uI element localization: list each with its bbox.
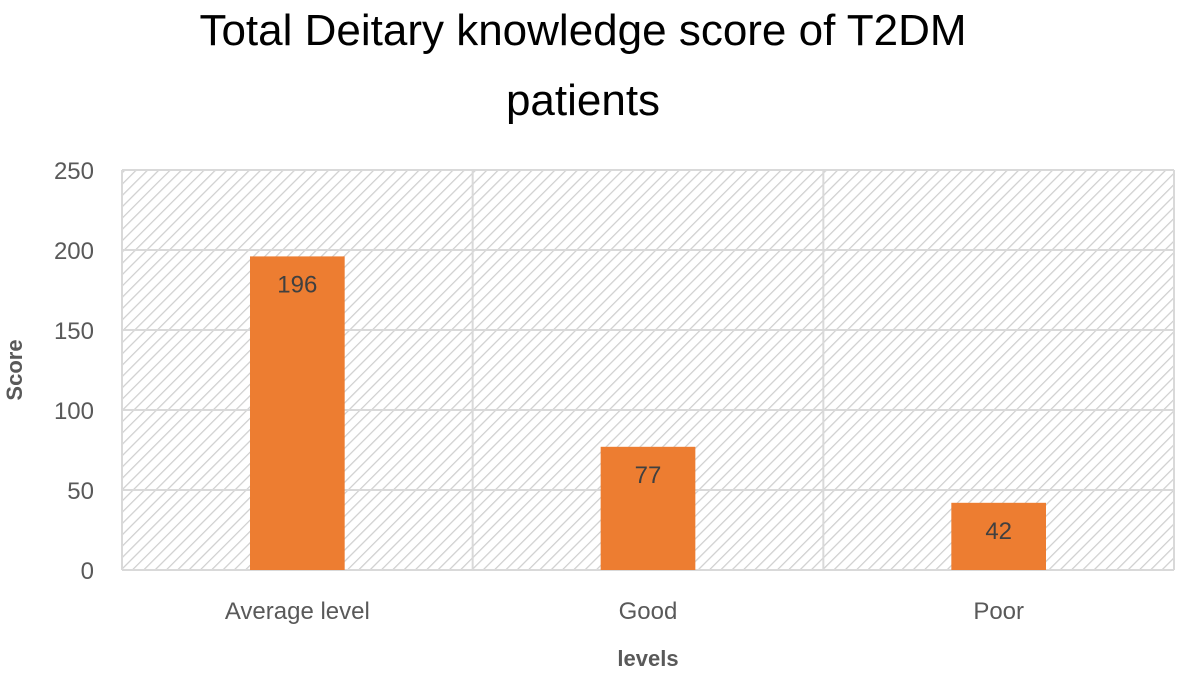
chart-title-line-1: Total Deitary knowledge score of T2DM: [199, 6, 966, 55]
y-tick-label: 100: [54, 398, 94, 425]
y-tick-label: 50: [67, 478, 94, 505]
bar: [600, 446, 696, 570]
chart-title-line-2: patients: [506, 76, 660, 125]
x-axis-ticks: Average level Good Poor: [225, 598, 1024, 625]
x-tick-label: Poor: [973, 598, 1024, 625]
y-tick-label: 200: [54, 238, 94, 265]
x-axis-title: levels: [617, 646, 678, 671]
y-axis-ticks: 0 50 100 150 200 250: [54, 158, 94, 585]
data-label: 196: [277, 271, 317, 298]
data-label: 42: [985, 518, 1012, 545]
bar: [951, 502, 1047, 570]
y-tick-label: 150: [54, 318, 94, 345]
y-tick-label: 0: [81, 558, 94, 585]
bar: [249, 256, 345, 570]
x-tick-label: Average level: [225, 598, 370, 625]
data-label: 77: [635, 462, 662, 489]
y-tick-label: 250: [54, 158, 94, 185]
y-axis-title: Score: [2, 339, 27, 400]
bars: [249, 256, 1047, 570]
data-labels: 196 77 42: [277, 271, 1012, 544]
x-tick-label: Good: [619, 598, 678, 625]
